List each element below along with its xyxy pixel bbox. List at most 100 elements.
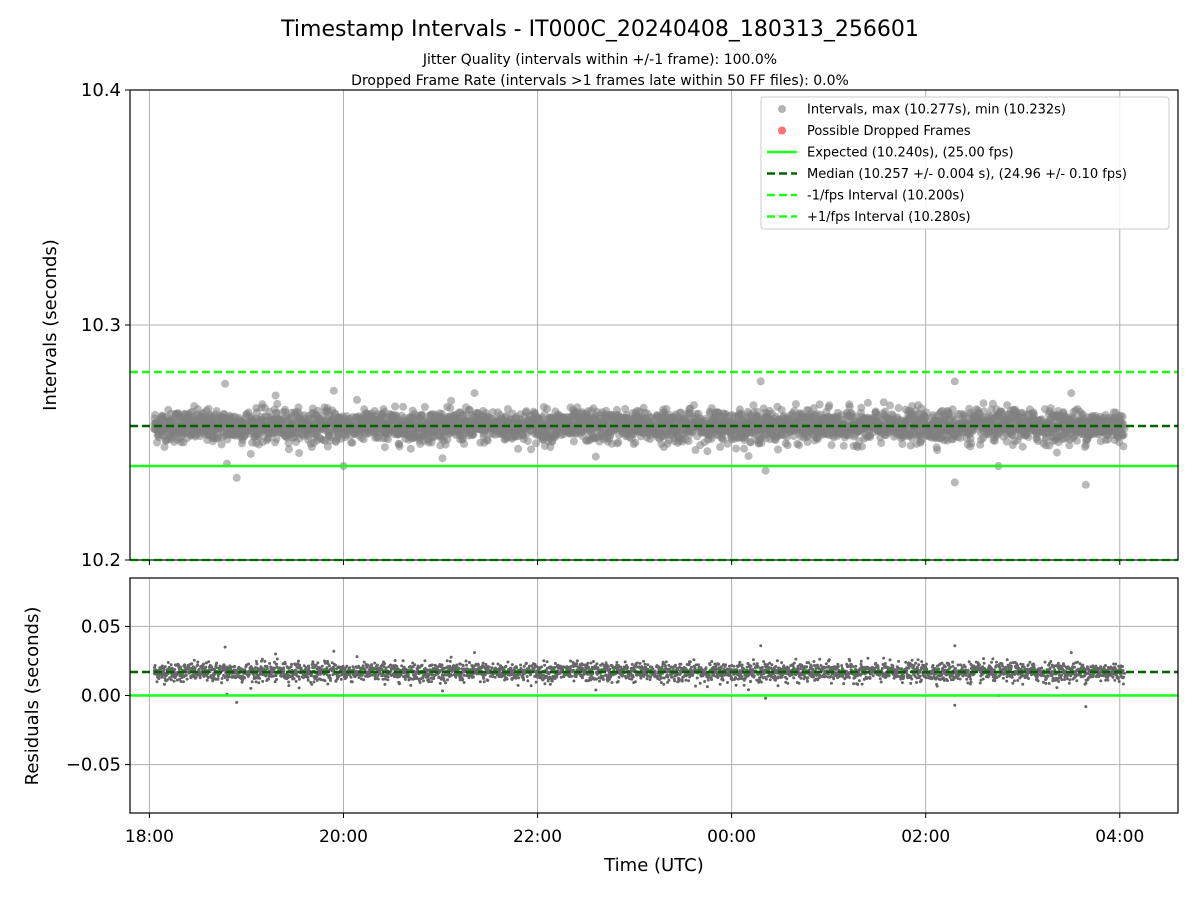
residual-point xyxy=(258,676,262,680)
interval-point xyxy=(204,404,213,413)
residual-point xyxy=(327,664,331,668)
residual-point xyxy=(255,662,259,666)
residual-point xyxy=(471,675,475,679)
interval-point xyxy=(894,404,903,412)
residual-point xyxy=(350,680,354,684)
interval-point xyxy=(1118,412,1127,421)
residual-point xyxy=(448,659,452,663)
top-scatter-points xyxy=(150,377,1129,489)
residual-point xyxy=(220,677,224,680)
residual-point xyxy=(325,666,329,670)
residual-point xyxy=(476,663,480,667)
interval-point xyxy=(1119,442,1128,451)
residual-point xyxy=(202,662,206,666)
residual-point xyxy=(496,662,500,666)
interval-point xyxy=(193,405,202,414)
residual-point xyxy=(423,659,427,663)
residual-point xyxy=(268,662,272,665)
residual-point xyxy=(522,678,526,682)
residual-point xyxy=(375,663,379,667)
residual-point xyxy=(190,662,194,666)
residual-point xyxy=(482,676,486,680)
residual-point xyxy=(413,663,417,667)
residual-point xyxy=(461,678,465,681)
residual-point xyxy=(478,680,482,684)
residual-point xyxy=(220,681,224,685)
residual-point xyxy=(427,680,431,684)
interval-point xyxy=(395,442,404,451)
interval-point xyxy=(447,396,456,405)
residual-point xyxy=(505,677,509,681)
residual-point xyxy=(173,668,177,671)
interval-point xyxy=(483,436,492,445)
interval-point xyxy=(740,444,749,453)
interval-point xyxy=(284,445,293,454)
residual-point xyxy=(193,666,197,670)
residual-point xyxy=(329,679,332,682)
interval-point xyxy=(933,446,942,455)
residual-point xyxy=(420,663,424,667)
residual-point xyxy=(522,664,526,668)
residual-point xyxy=(215,661,219,665)
residual-point xyxy=(517,676,521,680)
residual-point xyxy=(482,680,486,684)
residual-point xyxy=(163,665,167,669)
residual-point xyxy=(169,678,173,682)
interval-point xyxy=(791,400,800,409)
residual-point xyxy=(422,679,425,683)
residual-point xyxy=(326,682,330,686)
residual-point xyxy=(386,678,390,682)
residual-point xyxy=(519,663,523,667)
residual-point xyxy=(393,659,397,662)
interval-point xyxy=(689,401,698,410)
residual-point xyxy=(418,681,422,684)
residual-point xyxy=(196,660,200,664)
residual-point xyxy=(319,678,323,682)
residual-point xyxy=(204,665,208,669)
interval-point xyxy=(160,443,169,451)
interval-point xyxy=(950,377,959,386)
residual-point xyxy=(355,655,359,659)
interval-point xyxy=(1018,442,1027,451)
residual-point xyxy=(386,675,390,679)
legend-entry-lower-bound: -1/fps Interval (10.200s) xyxy=(807,189,964,204)
residual-point xyxy=(311,660,315,664)
interval-point xyxy=(825,401,834,410)
residual-point xyxy=(515,666,518,670)
interval-point xyxy=(950,478,959,487)
residual-point xyxy=(487,665,491,669)
residual-point xyxy=(205,678,209,682)
residual-point xyxy=(462,681,466,684)
residual-point xyxy=(155,680,159,684)
chart-subtitle-1: Jitter Quality (intervals within +/-1 fr… xyxy=(422,52,777,68)
residual-point xyxy=(491,675,495,679)
interval-point xyxy=(795,441,803,450)
residual-point xyxy=(444,681,448,685)
legend-marker-dropped xyxy=(778,126,786,135)
residual-point xyxy=(506,660,510,664)
interval-point xyxy=(523,437,532,446)
residual-point xyxy=(465,663,468,667)
interval-point xyxy=(174,410,183,419)
top-ylabel: Intervals (seconds) xyxy=(40,239,61,411)
interval-point xyxy=(391,402,400,411)
residual-point xyxy=(383,662,387,666)
interval-point xyxy=(380,443,389,452)
residual-point xyxy=(259,672,262,676)
interval-point xyxy=(774,445,782,454)
residual-point xyxy=(249,686,253,690)
residual-point xyxy=(524,661,528,665)
residual-point xyxy=(316,661,320,665)
interval-point xyxy=(446,404,455,413)
interval-point xyxy=(877,439,886,448)
residual-point xyxy=(320,664,324,668)
residual-point xyxy=(197,667,201,671)
residual-point xyxy=(184,673,188,677)
interval-point xyxy=(569,437,578,446)
interval-point xyxy=(631,438,640,447)
residual-point xyxy=(185,677,189,681)
interval-point xyxy=(221,379,230,388)
interval-point xyxy=(783,441,792,450)
residual-point xyxy=(297,659,300,663)
residual-point xyxy=(441,689,444,693)
